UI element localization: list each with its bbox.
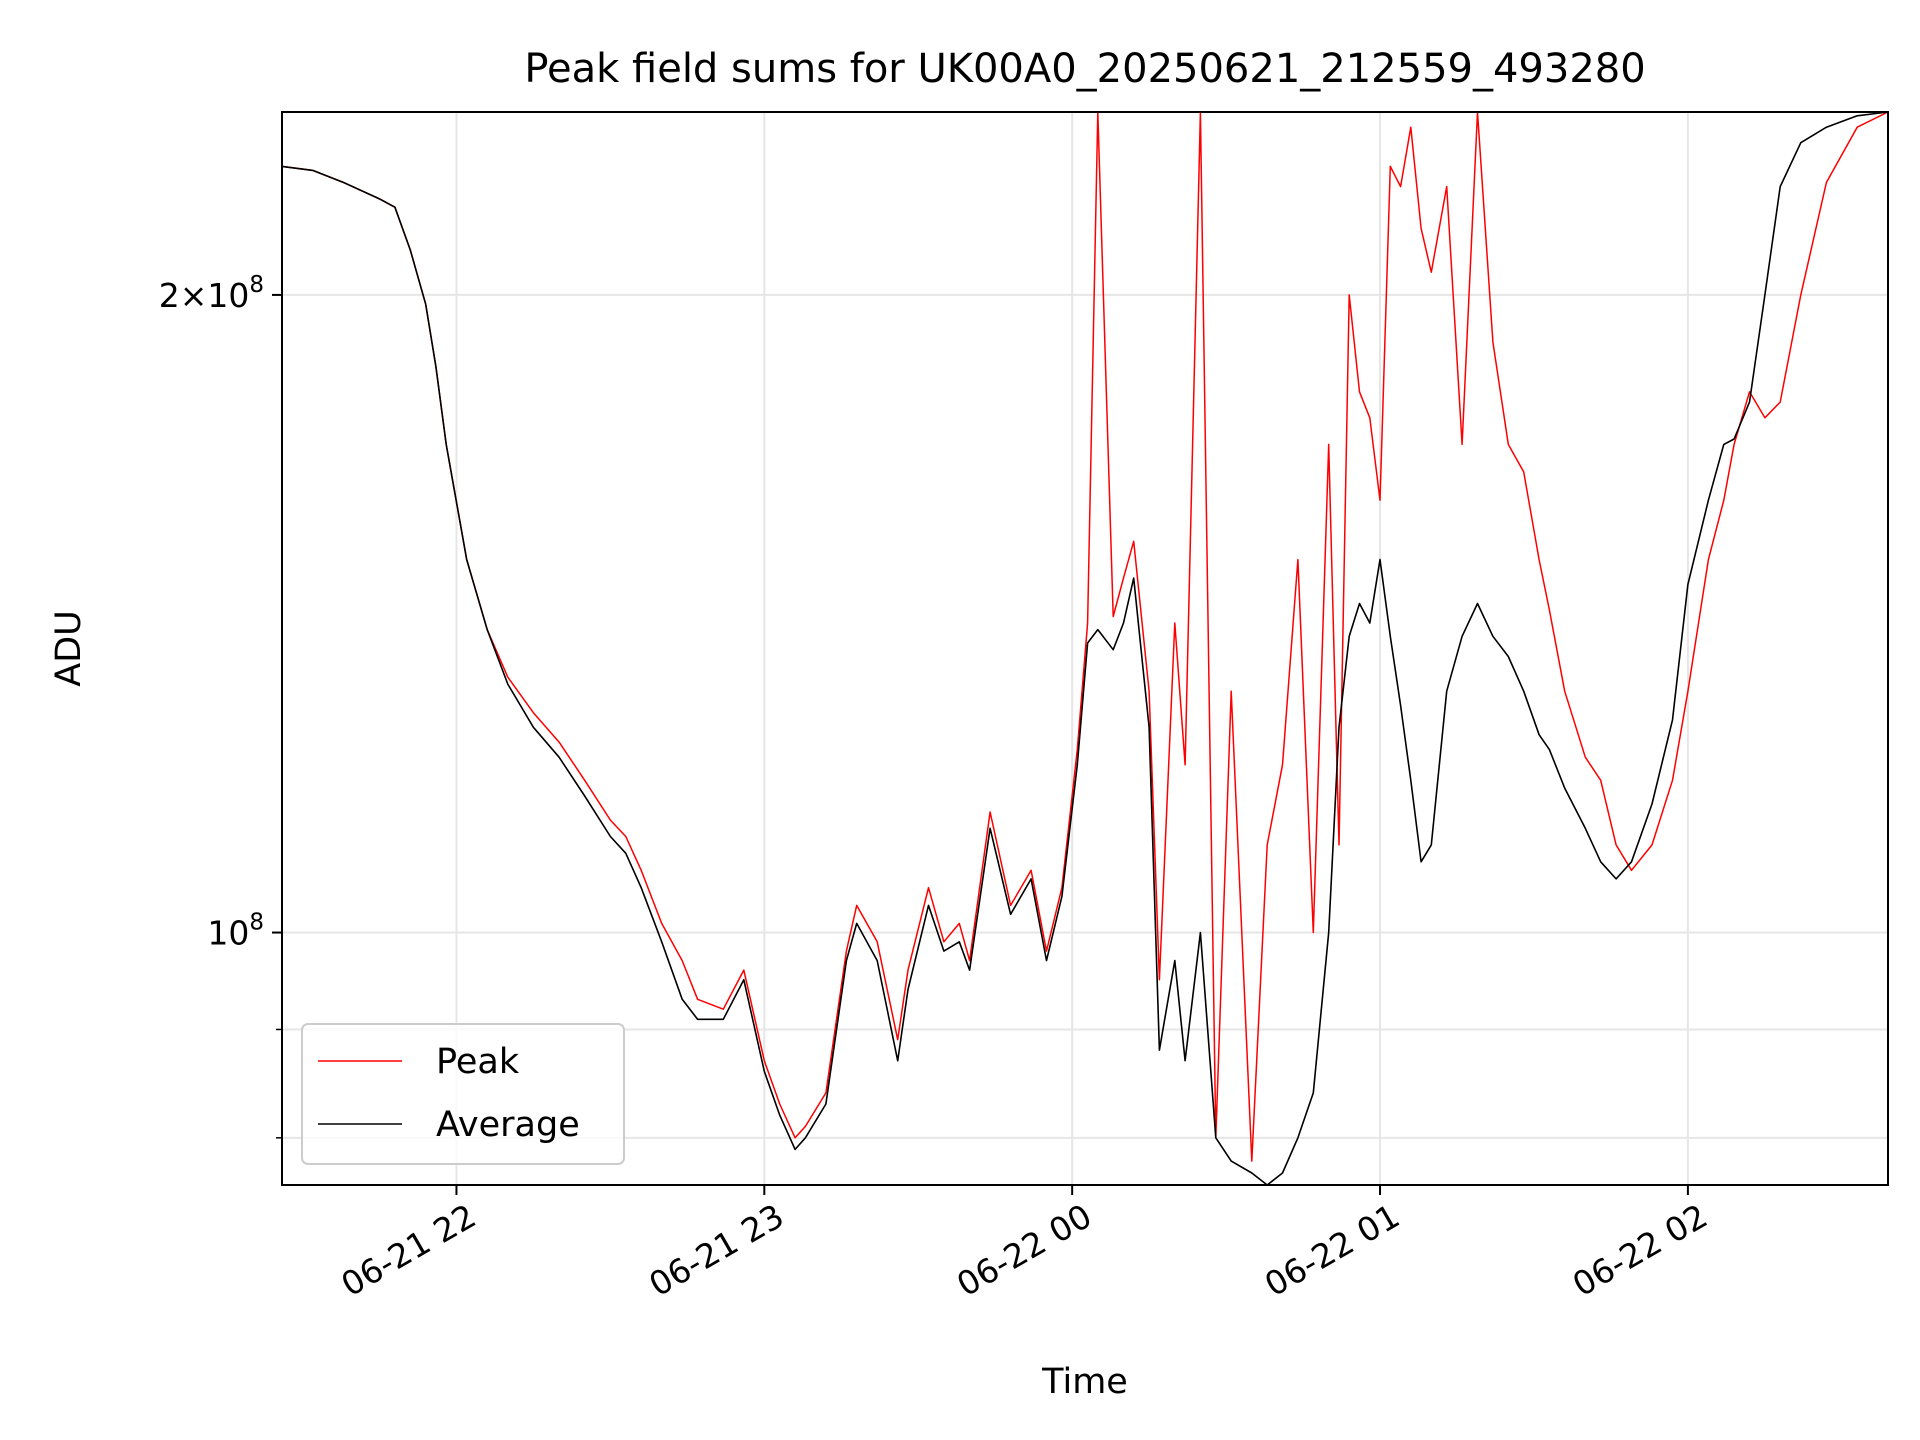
y-tick-label: 108 <box>207 910 264 953</box>
y-axis-ticks: 108 2×108 <box>159 272 282 1139</box>
axes-frame <box>281 111 1889 1186</box>
y-tick-label: 2×108 <box>159 272 264 315</box>
legend-label-average: Average <box>436 1105 580 1145</box>
chart-title: Peak field sums for UK00A0_20250621_2125… <box>524 46 1645 92</box>
y-axis-label: ADU <box>49 610 89 687</box>
series-line-peak <box>281 111 1889 1162</box>
legend-label-peak: Peak <box>436 1042 520 1082</box>
series-line-average <box>281 111 1889 1186</box>
grid <box>282 112 1888 1185</box>
plot-series <box>281 111 1889 1186</box>
legend: Peak Average <box>301 1023 625 1165</box>
x-axis-label: Time <box>1041 1362 1128 1402</box>
legend-box <box>301 1023 625 1165</box>
